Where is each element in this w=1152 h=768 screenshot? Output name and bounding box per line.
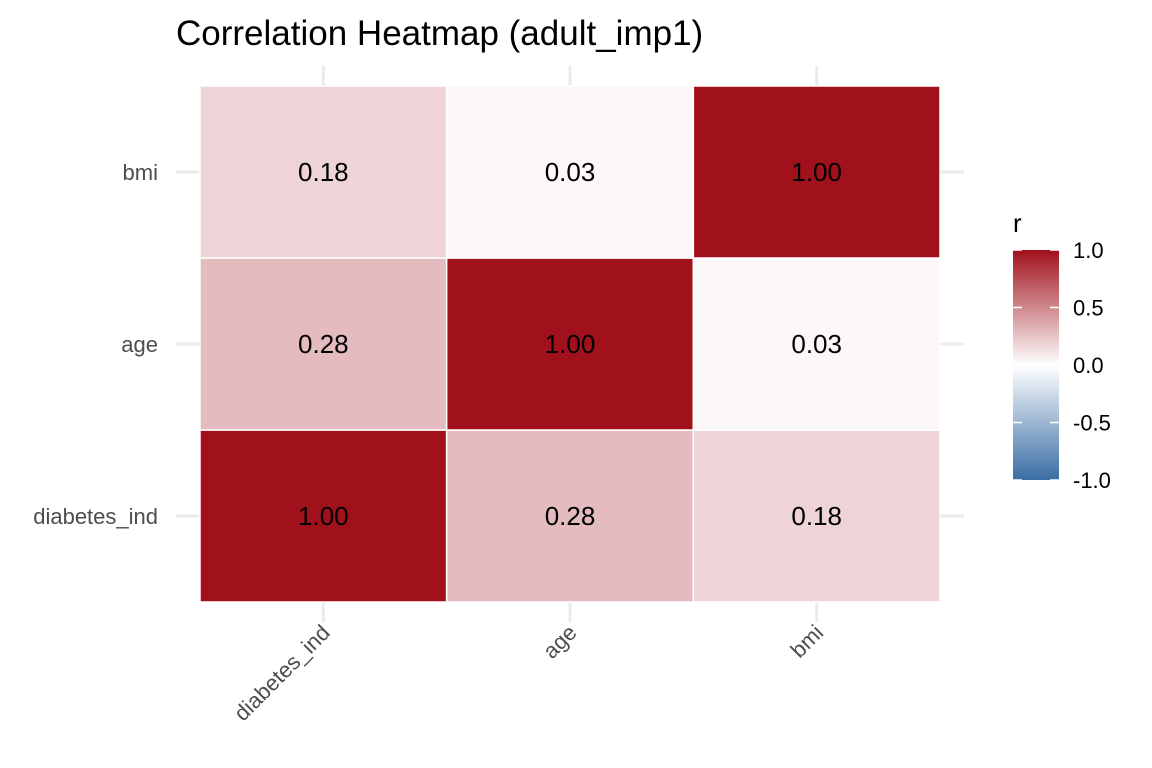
cell-value-label: 0.28 [545, 501, 596, 531]
heatmap-cell [692, 429, 941, 603]
cell-value-label: 0.18 [298, 157, 349, 187]
chart-title: Correlation Heatmap (adult_imp1) [176, 14, 703, 53]
cell-value-label: 0.03 [545, 157, 596, 187]
cell-value-label: 1.00 [791, 157, 842, 187]
legend-tick-label: -1.0 [1073, 468, 1111, 493]
legend: r 1.0 0.5 0.0 -0.5 -1.0 [1013, 208, 1111, 493]
x-axis-ticks: diabetes_ind age bmi [229, 620, 828, 726]
heatmap-cell [199, 85, 448, 259]
y-tick-label: bmi [123, 160, 158, 185]
legend-tick-label: 1.0 [1073, 238, 1104, 263]
cell-value-label: 0.18 [791, 501, 842, 531]
y-tick-label: age [121, 332, 158, 357]
heatmap-cell [692, 257, 941, 431]
y-tick-label: diabetes_ind [33, 504, 158, 529]
heatmap-cell [445, 85, 695, 259]
x-tick-label: diabetes_ind [229, 620, 335, 726]
cell-value-label: 0.28 [298, 329, 349, 359]
legend-tick-label: -0.5 [1073, 411, 1111, 436]
legend-title: r [1013, 208, 1022, 238]
heatmap-cell [445, 257, 695, 431]
x-tick-label: bmi [785, 620, 828, 663]
legend-tick-label: 0.5 [1073, 296, 1104, 321]
cell-value-label: 0.03 [791, 329, 842, 359]
x-tick-label: age [538, 620, 582, 664]
y-axis-ticks: diabetes_ind age bmi [33, 160, 158, 529]
cell-value-label: 1.00 [545, 329, 596, 359]
cells-layer: 1.00 0.28 0.18 0.28 1.00 0.03 0.18 0.03 1.00 [199, 85, 941, 603]
heatmap-cell [199, 429, 448, 603]
heatmap-cell [692, 85, 941, 259]
cell-value-label: 1.00 [298, 501, 349, 531]
legend-tick-label: 0.0 [1073, 353, 1104, 378]
